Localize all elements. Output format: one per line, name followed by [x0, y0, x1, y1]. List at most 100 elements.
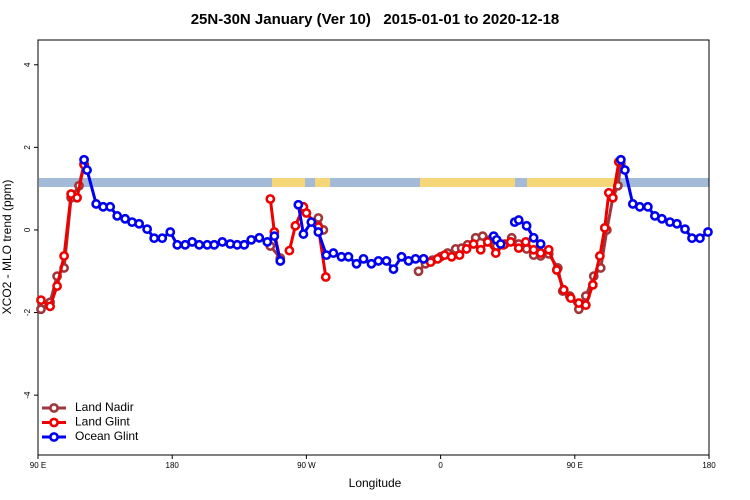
data-point [505, 237, 516, 247]
data-point [535, 248, 546, 258]
data-point [543, 244, 554, 255]
data-point [351, 258, 362, 269]
data-point [313, 213, 324, 223]
data-point [59, 251, 69, 261]
data-point [45, 301, 55, 312]
data-point [528, 232, 539, 243]
y-tick-label: 2 [23, 145, 32, 150]
data-point [513, 243, 524, 254]
data-point [410, 253, 421, 264]
data-point [461, 244, 472, 254]
data-point [265, 194, 276, 204]
data-point [320, 272, 331, 282]
data-point [217, 237, 228, 247]
x-axis-label: Longitude [349, 476, 402, 490]
data-point [607, 192, 618, 203]
data-point [599, 222, 610, 233]
data-point [157, 233, 168, 244]
data-point [52, 281, 62, 292]
data-point [293, 199, 304, 210]
data-point [172, 239, 183, 250]
data-point [432, 253, 443, 264]
legend-label: Land Glint [75, 415, 130, 429]
data-point [521, 220, 532, 231]
data-point [565, 293, 576, 303]
data-point [446, 251, 457, 262]
data-point [642, 201, 653, 212]
y-tick-label: 4 [23, 62, 32, 67]
y-tick-label: -4 [23, 391, 32, 399]
data-point [672, 218, 682, 229]
y-tick-label: -2 [23, 308, 32, 316]
data-point [594, 251, 605, 261]
data-point [695, 233, 705, 244]
x-tick-label: 0 [438, 461, 443, 470]
data-point [680, 224, 690, 235]
data-point [36, 304, 46, 315]
data-point [615, 154, 626, 165]
data-point [413, 266, 424, 277]
data-point [79, 154, 89, 165]
data-point [149, 233, 160, 244]
legend-marker [49, 432, 59, 442]
data-point [194, 239, 205, 250]
data-point [82, 165, 92, 175]
data-point [580, 300, 591, 311]
data-point [142, 224, 153, 235]
data-point [477, 231, 488, 242]
data-point [490, 248, 501, 258]
data-point [388, 264, 399, 275]
data-point [551, 265, 562, 275]
data-point [165, 227, 176, 237]
data-point [634, 201, 645, 212]
data-point [306, 217, 317, 228]
data-point [239, 239, 250, 250]
legend-label: Ocean Glint [75, 429, 139, 443]
data-point [656, 213, 667, 224]
legend-marker [49, 417, 59, 428]
data-point [262, 237, 273, 247]
data-point [396, 251, 407, 262]
data-point [134, 218, 144, 229]
y-axis-label: XCO2 - MLO trend (ppm) [0, 180, 14, 315]
data-point [105, 201, 116, 212]
data-point [246, 234, 257, 245]
legend-label: Land Nadir [75, 400, 134, 414]
chart-title: 25N-30N January (Ver 10) 2015-01-01 to 2… [191, 11, 560, 28]
x-tick-label: 180 [702, 461, 716, 470]
data-point [358, 253, 369, 264]
x-tick-label: 90 E [30, 461, 46, 470]
data-point [587, 279, 598, 290]
x-tick-label: 90 W [297, 461, 316, 470]
data-point [482, 237, 493, 247]
data-point [468, 239, 479, 249]
data-point [373, 256, 384, 266]
data-point [209, 239, 220, 250]
data-point [254, 232, 265, 243]
data-point [290, 220, 301, 231]
data-point [558, 284, 569, 295]
data-point [418, 253, 429, 264]
data-point [381, 256, 392, 266]
data-point [269, 231, 280, 242]
x-tick-label: 90 E [567, 461, 583, 470]
data-point [475, 244, 486, 255]
data-point [298, 229, 309, 239]
data-point [328, 248, 339, 258]
series-line [82, 159, 709, 272]
data-point [687, 233, 697, 244]
plot-frame [37, 39, 710, 456]
data-point [454, 250, 465, 261]
data-point [520, 237, 531, 247]
data-point [535, 239, 546, 249]
land-mask-strip [39, 178, 709, 187]
data-point [513, 215, 524, 225]
x-tick-label: 180 [166, 461, 180, 470]
data-point [112, 211, 123, 221]
data-point [284, 245, 295, 256]
data-point [36, 295, 46, 306]
y-tick-label: 0 [23, 227, 32, 232]
data-point [343, 251, 354, 262]
data-point [72, 192, 82, 203]
